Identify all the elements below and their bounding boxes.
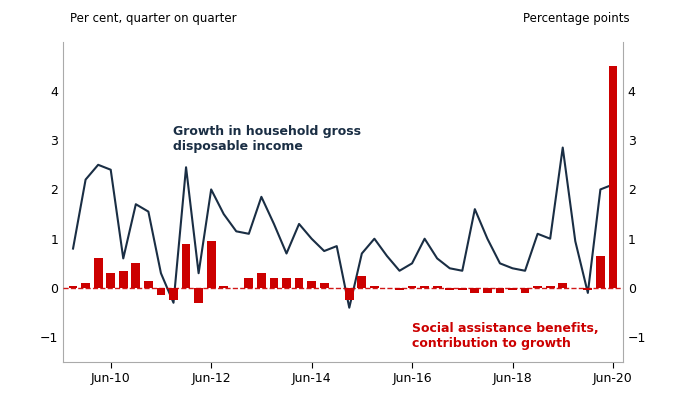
Text: Per cent, quarter on quarter: Per cent, quarter on quarter [70, 12, 237, 25]
Bar [282, 278, 291, 288]
Bar [219, 285, 228, 288]
Bar [194, 288, 203, 303]
Bar [358, 276, 366, 288]
Bar [106, 273, 115, 288]
Bar [320, 283, 328, 288]
Bar [483, 288, 492, 293]
Bar [119, 271, 127, 288]
Bar [257, 273, 266, 288]
Bar [244, 278, 253, 288]
Text: Social assistance benefits,
contribution to growth: Social assistance benefits, contribution… [412, 322, 598, 351]
Bar [206, 241, 216, 288]
Bar [496, 288, 504, 293]
Bar [157, 288, 165, 295]
Bar [407, 285, 416, 288]
Bar [445, 288, 454, 290]
Bar [69, 285, 78, 288]
Bar [132, 263, 140, 288]
Text: Growth in household gross
disposable income: Growth in household gross disposable inc… [174, 125, 361, 154]
Bar [169, 288, 178, 300]
Bar [420, 285, 429, 288]
Bar [270, 278, 279, 288]
Bar [295, 278, 303, 288]
Bar [521, 288, 529, 293]
Bar [546, 285, 554, 288]
Bar [395, 288, 404, 290]
Bar [370, 285, 379, 288]
Bar [307, 281, 316, 288]
Bar [94, 258, 103, 288]
Bar [470, 288, 480, 293]
Bar [433, 285, 442, 288]
Bar [345, 288, 354, 300]
Text: Percentage points: Percentage points [524, 12, 630, 25]
Bar [81, 283, 90, 288]
Bar [533, 285, 542, 288]
Bar [508, 288, 517, 290]
Bar [144, 281, 153, 288]
Bar [458, 288, 467, 290]
Bar [559, 283, 567, 288]
Bar [182, 244, 190, 288]
Bar [608, 66, 617, 288]
Bar [583, 288, 592, 290]
Bar [596, 256, 605, 288]
